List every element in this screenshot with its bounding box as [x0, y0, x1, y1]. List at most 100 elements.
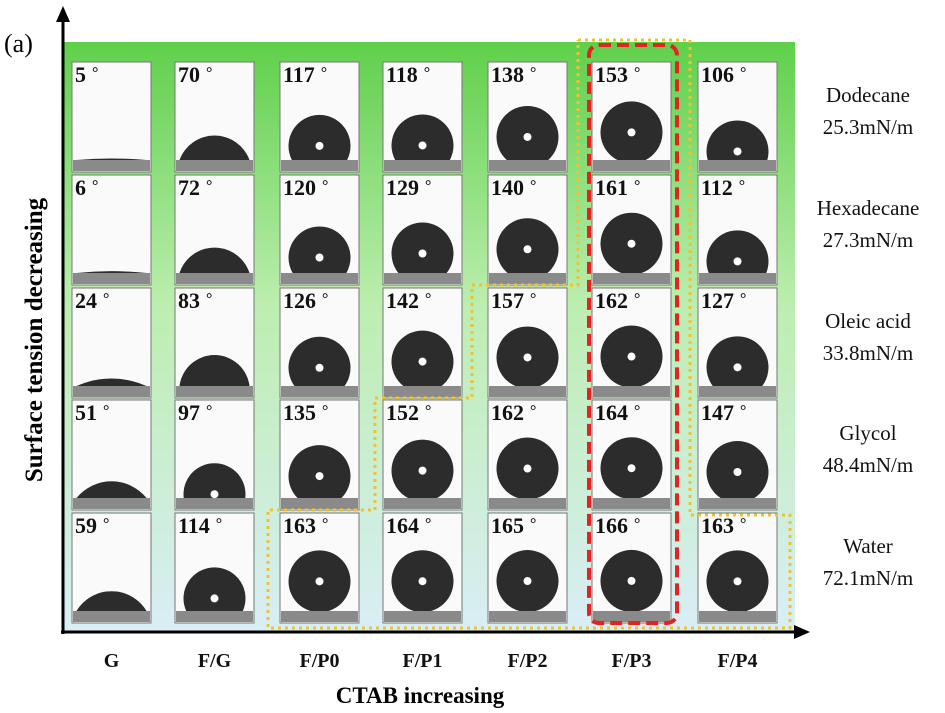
- liquid-name: Hexadecane: [817, 196, 920, 220]
- droplet-highlight: [316, 472, 324, 480]
- substrate: [176, 611, 253, 622]
- droplet-highlight: [419, 358, 427, 366]
- angle-value: 120: [283, 175, 316, 200]
- droplet-highlight: [524, 577, 532, 585]
- substrate: [699, 273, 776, 284]
- substrate: [699, 386, 776, 397]
- surface-tension: 25.3mN/m: [823, 115, 913, 139]
- substrate: [593, 498, 670, 509]
- substrate: [489, 386, 566, 397]
- liquid-name: Water: [843, 534, 893, 558]
- angle-unit: °: [740, 403, 746, 420]
- substrate: [281, 160, 358, 171]
- angle-value: 165: [491, 513, 524, 538]
- angle-value: 161: [595, 175, 628, 200]
- angle-value: 97: [178, 400, 200, 425]
- sample-label: F/P0: [300, 650, 340, 672]
- droplet-highlight: [628, 577, 636, 585]
- substrate: [593, 160, 670, 171]
- substrate: [489, 611, 566, 622]
- angle-unit: °: [206, 178, 212, 195]
- droplet-highlight: [628, 240, 636, 248]
- surface-tension: 33.8mN/m: [823, 341, 913, 365]
- sample-label: G: [104, 650, 120, 672]
- angle-value: 164: [386, 513, 419, 538]
- angle-value: 6: [75, 175, 86, 200]
- angle-value: 164: [595, 400, 628, 425]
- droplet-highlight: [734, 468, 742, 476]
- liquid-name: Oleic acid: [825, 309, 911, 333]
- angle-unit: °: [634, 291, 640, 308]
- angle-unit: °: [206, 403, 212, 420]
- x-axis-label: CTAB increasing: [336, 683, 505, 708]
- droplet-highlight: [524, 465, 532, 473]
- angle-unit: °: [322, 178, 328, 195]
- angle-value: 51: [75, 400, 97, 425]
- angle-unit: °: [740, 516, 746, 533]
- angle-value: 142: [386, 288, 419, 313]
- angle-value: 157: [491, 288, 524, 313]
- angle-unit: °: [634, 403, 640, 420]
- angle-unit: °: [206, 291, 212, 308]
- angle-unit: °: [530, 291, 536, 308]
- angle-value: 112: [701, 175, 733, 200]
- substrate: [384, 498, 461, 509]
- angle-unit: °: [206, 65, 212, 82]
- angle-unit: °: [322, 516, 328, 533]
- angle-unit: °: [424, 65, 430, 82]
- angle-value: 72: [178, 175, 200, 200]
- substrate: [73, 386, 150, 397]
- angle-unit: °: [425, 516, 431, 533]
- angle-unit: °: [425, 178, 431, 195]
- substrate: [593, 273, 670, 284]
- sample-label: F/P2: [508, 650, 548, 672]
- substrate: [176, 498, 253, 509]
- droplet-highlight: [211, 490, 219, 498]
- angle-unit: °: [425, 403, 431, 420]
- substrate: [489, 273, 566, 284]
- sample-label: F/P3: [612, 650, 652, 672]
- angle-value: 162: [491, 400, 524, 425]
- droplet-highlight: [734, 257, 742, 265]
- angle-unit: °: [740, 291, 746, 308]
- x-arrow: [794, 625, 810, 639]
- substrate: [281, 611, 358, 622]
- angle-value: 118: [386, 62, 418, 87]
- droplet-highlight: [734, 147, 742, 155]
- substrate: [281, 498, 358, 509]
- substrate: [593, 611, 670, 622]
- angle-unit: °: [530, 65, 536, 82]
- angle-unit: °: [634, 178, 640, 195]
- angle-value: 5: [75, 62, 86, 87]
- angle-value: 147: [701, 400, 734, 425]
- droplet-highlight: [628, 128, 636, 136]
- substrate: [699, 498, 776, 509]
- sample-label: F/P1: [403, 650, 443, 672]
- angle-value: 70: [178, 62, 200, 87]
- liquid-name: Dodecane: [826, 83, 910, 107]
- droplet-highlight: [419, 467, 427, 475]
- droplet-highlight: [316, 142, 324, 150]
- substrate: [176, 273, 253, 284]
- droplet-highlight: [316, 254, 324, 262]
- droplet-highlight: [524, 353, 532, 361]
- y-arrow: [56, 6, 70, 22]
- angle-value: 83: [178, 288, 200, 313]
- substrate: [384, 386, 461, 397]
- angle-unit: °: [322, 403, 328, 420]
- angle-unit: °: [103, 516, 109, 533]
- droplet-highlight: [211, 594, 219, 602]
- angle-unit: °: [322, 291, 328, 308]
- angle-value: 153: [595, 62, 628, 87]
- angle-unit: °: [425, 291, 431, 308]
- figure: 5°70°117°118°138°153°106°6°72°120°129°14…: [0, 0, 945, 713]
- substrate: [73, 160, 150, 171]
- angle-unit: °: [92, 65, 98, 82]
- angle-unit: °: [103, 403, 109, 420]
- substrate: [176, 386, 253, 397]
- angle-value: 117: [283, 62, 315, 87]
- angle-value: 135: [283, 400, 316, 425]
- substrate: [699, 611, 776, 622]
- substrate: [489, 160, 566, 171]
- droplet-highlight: [524, 245, 532, 253]
